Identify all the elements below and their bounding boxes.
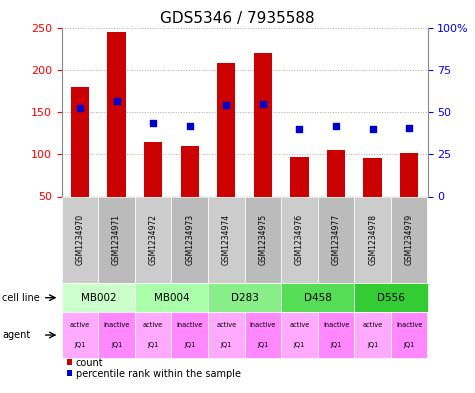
Text: JQ1: JQ1 <box>294 342 305 348</box>
Point <box>186 122 194 129</box>
Text: JQ1: JQ1 <box>221 342 232 348</box>
Text: cell line: cell line <box>2 293 40 303</box>
Text: D556: D556 <box>377 293 405 303</box>
Text: active: active <box>143 322 163 328</box>
Bar <box>107 32 126 196</box>
Bar <box>400 153 418 196</box>
Point <box>149 120 157 126</box>
Point <box>222 102 230 108</box>
Point <box>332 123 340 130</box>
Text: GSM1234979: GSM1234979 <box>405 214 414 265</box>
Text: percentile rank within the sample: percentile rank within the sample <box>76 369 240 379</box>
Text: active: active <box>289 322 310 328</box>
Bar <box>71 87 89 196</box>
Text: inactive: inactive <box>177 322 203 328</box>
Text: count: count <box>76 358 103 368</box>
Text: GSM1234975: GSM1234975 <box>258 214 267 265</box>
Text: D283: D283 <box>231 293 258 303</box>
Point <box>405 125 413 131</box>
Bar <box>217 63 236 196</box>
Bar <box>254 53 272 196</box>
Text: JQ1: JQ1 <box>257 342 268 348</box>
Point <box>295 126 304 132</box>
Text: GSM1234970: GSM1234970 <box>76 214 85 265</box>
Text: D458: D458 <box>304 293 332 303</box>
Bar <box>290 157 309 196</box>
Bar <box>180 146 199 196</box>
Text: JQ1: JQ1 <box>404 342 415 348</box>
Text: JQ1: JQ1 <box>111 342 122 348</box>
Point <box>259 101 267 107</box>
Text: GSM1234976: GSM1234976 <box>295 214 304 265</box>
Text: inactive: inactive <box>396 322 422 328</box>
Text: MB002: MB002 <box>81 293 116 303</box>
Bar <box>144 141 162 196</box>
Text: GSM1234973: GSM1234973 <box>185 214 194 265</box>
Text: GSM1234974: GSM1234974 <box>222 214 231 265</box>
Text: inactive: inactive <box>104 322 130 328</box>
Text: GSM1234978: GSM1234978 <box>368 214 377 265</box>
Text: GSM1234972: GSM1234972 <box>149 214 158 265</box>
Text: active: active <box>216 322 237 328</box>
Text: MB004: MB004 <box>154 293 189 303</box>
Text: GDS5346 / 7935588: GDS5346 / 7935588 <box>160 11 315 26</box>
Text: agent: agent <box>2 330 30 340</box>
Text: JQ1: JQ1 <box>331 342 342 348</box>
Text: inactive: inactive <box>323 322 349 328</box>
Text: JQ1: JQ1 <box>148 342 159 348</box>
Text: active: active <box>362 322 383 328</box>
Text: GSM1234971: GSM1234971 <box>112 214 121 265</box>
Text: JQ1: JQ1 <box>367 342 378 348</box>
Text: active: active <box>70 322 90 328</box>
Text: inactive: inactive <box>250 322 276 328</box>
Point <box>369 126 377 132</box>
Bar <box>327 150 345 196</box>
Text: GSM1234977: GSM1234977 <box>332 214 341 265</box>
Text: JQ1: JQ1 <box>184 342 195 348</box>
Text: JQ1: JQ1 <box>75 342 86 348</box>
Point <box>76 105 84 111</box>
Bar <box>363 158 382 196</box>
Point <box>113 98 121 104</box>
